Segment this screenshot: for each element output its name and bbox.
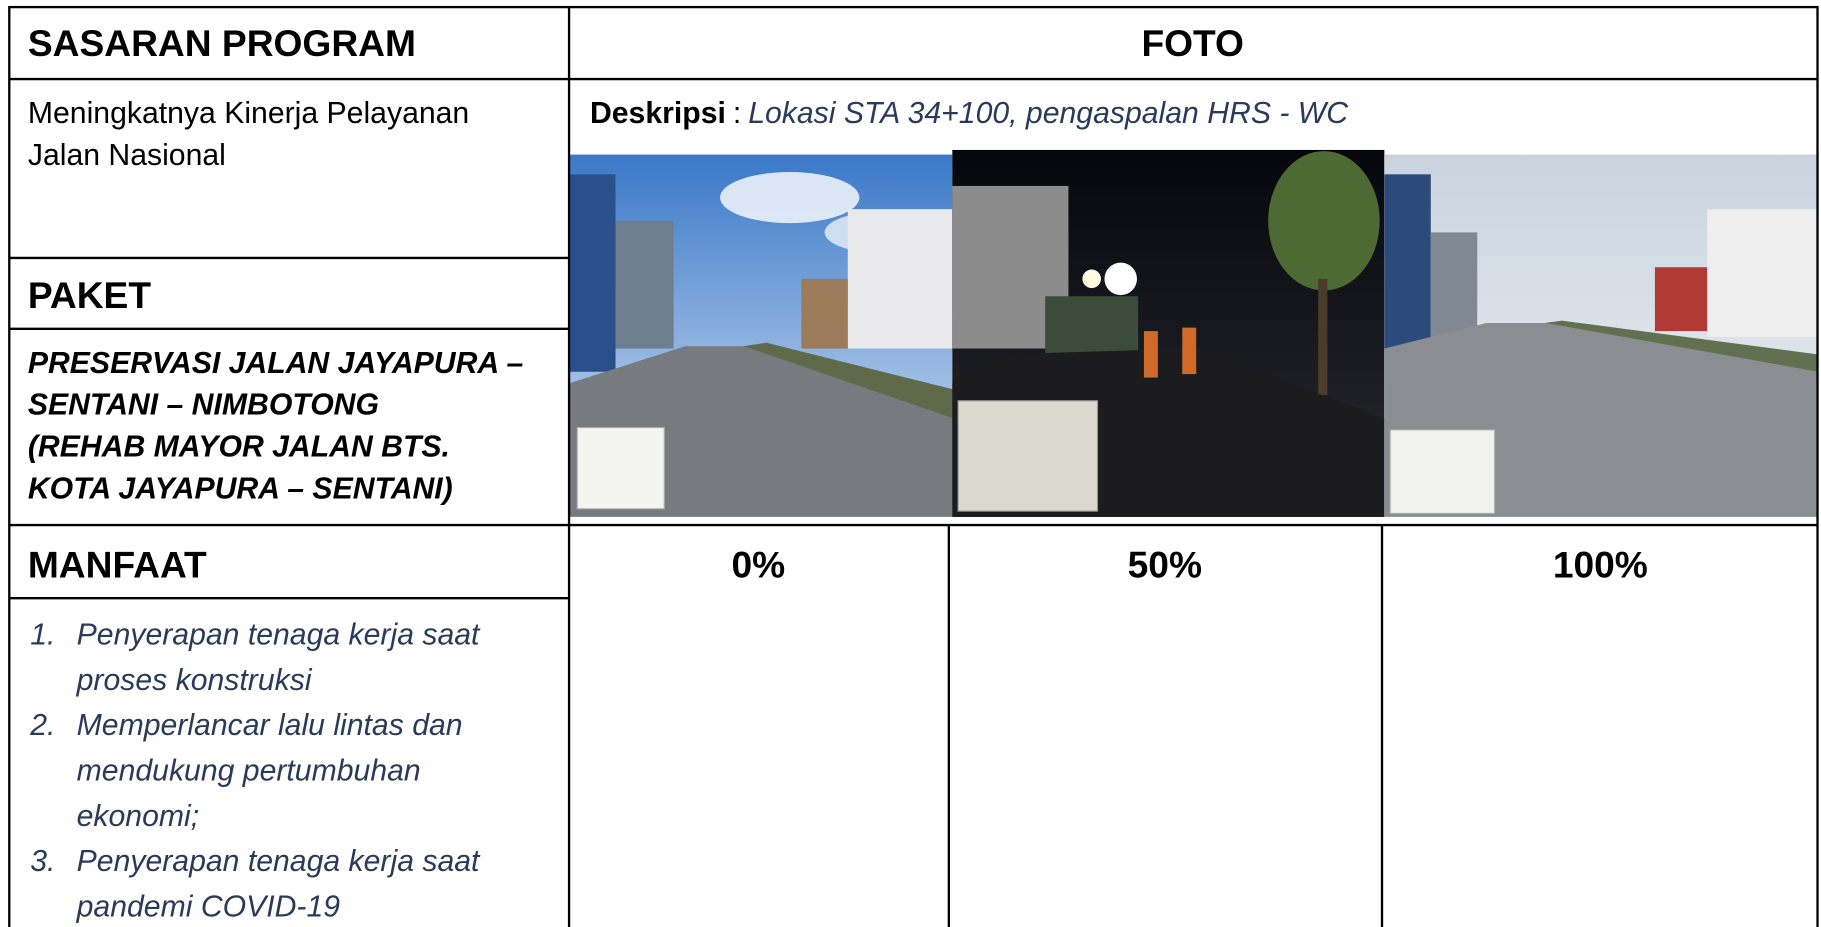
header-label: FOTO	[1141, 22, 1244, 64]
list-line: mendukung pertumbuhan	[77, 755, 421, 788]
sasaran-line: Meningkatnya Kinerja Pelayanan	[28, 97, 469, 130]
dynamic-text: Meningkatnya Kinerja Pelayanan Jalan Nasi…	[28, 97, 1648, 923]
progress-label: 100%	[1553, 543, 1648, 585]
section-title: PAKET	[28, 274, 151, 316]
paket-line: KOTA JAYAPURA – SENTANI)	[28, 472, 453, 505]
photo-100-percent	[1384, 154, 1818, 517]
description-text: Lokasi STA 34+100, pengaspalan HRS - WC	[748, 97, 1348, 130]
list-number: 2.	[29, 709, 55, 742]
list-number: 3.	[30, 845, 55, 878]
description-label: Deskripsi	[590, 97, 726, 130]
progress-label: 0%	[732, 543, 786, 585]
sasaran-line: Jalan Nasional	[28, 139, 226, 172]
photo-50-percent	[952, 149, 1385, 517]
list-line: ekonomi;	[77, 800, 200, 833]
table-grid	[8, 5, 1819, 927]
section-title: MANFAAT	[28, 543, 207, 585]
paket-line: PRESERVASI JALAN JAYAPURA –	[28, 347, 524, 380]
description: Deskripsi: Lokasi STA 34+100, pengaspalan…	[590, 97, 1348, 130]
photo-0-percent	[569, 154, 953, 517]
list-line: Penyerapan tenaga kerja saat	[77, 845, 481, 878]
list-line: Penyerapan tenaga kerja saat	[77, 619, 481, 652]
separator: :	[733, 97, 741, 130]
list-number: 1.	[30, 619, 55, 652]
list-line: Memperlancar lalu lintas dan	[77, 709, 463, 742]
progress-label: 50%	[1128, 543, 1202, 585]
paket-line: SENTANI – NIMBOTONG	[28, 389, 379, 422]
header-label: SASARAN PROGRAM	[28, 22, 416, 64]
list-line: pandemi COVID-19	[76, 890, 341, 923]
list-line: proses konstruksi	[76, 664, 313, 697]
paket-line: (REHAB MAYOR JALAN BTS.	[28, 431, 450, 464]
